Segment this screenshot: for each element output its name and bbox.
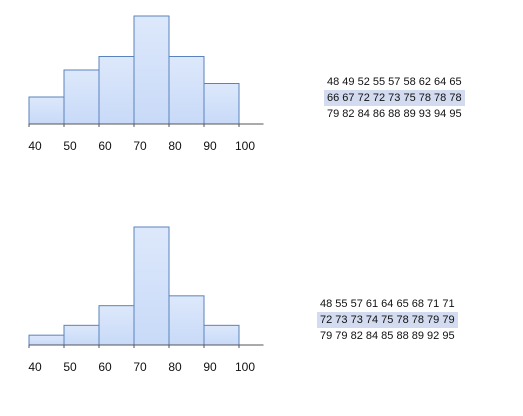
x-tick-label: 80 xyxy=(168,360,182,374)
histogram-bar xyxy=(28,334,65,346)
histogram-bar xyxy=(98,56,135,125)
x-tick-label: 50 xyxy=(63,139,77,153)
x-tick-label: 50 xyxy=(63,360,77,374)
x-tick-label: 40 xyxy=(28,360,42,374)
data-row: 48 49 52 55 57 58 62 64 65 xyxy=(327,76,462,88)
histogram-bar xyxy=(28,96,65,125)
x-tick-label: 100 xyxy=(235,139,255,153)
data-row: 48 55 57 61 64 65 68 71 71 xyxy=(320,298,455,310)
histogram-1: 40 50 60 70 80 90 100 xyxy=(28,15,264,153)
histogram-bar xyxy=(203,83,240,125)
histogram-bar xyxy=(133,226,170,346)
x-tick-label: 70 xyxy=(133,139,147,153)
data-row: 79 79 82 84 85 88 89 92 95 xyxy=(320,330,455,342)
histogram-bar xyxy=(63,324,100,346)
histogram-2: 40 50 60 70 80 90 100 xyxy=(28,226,264,374)
data-row: 66 67 72 72 73 75 78 78 78 xyxy=(324,90,465,106)
x-tick-label: 100 xyxy=(235,360,255,374)
histogram-bar xyxy=(63,69,100,125)
data-values-2: 48 55 57 61 64 65 68 71 71 72 73 73 74 7… xyxy=(317,296,458,344)
x-tick-label: 60 xyxy=(98,139,112,153)
x-tick-label: 60 xyxy=(98,360,112,374)
histogram-bar xyxy=(98,305,135,346)
histogram-bar xyxy=(133,15,170,125)
histogram-bar xyxy=(168,295,205,346)
x-tick-label: 80 xyxy=(168,139,182,153)
x-tick-label: 70 xyxy=(133,360,147,374)
histogram-bar xyxy=(168,56,205,125)
x-tick-label: 40 xyxy=(28,139,42,153)
data-row: 79 82 84 86 88 89 93 94 95 xyxy=(327,108,462,120)
data-values-1: 48 49 52 55 57 58 62 64 65 66 67 72 72 7… xyxy=(324,74,465,122)
x-tick-label: 90 xyxy=(203,139,217,153)
data-row: 72 73 73 74 75 78 78 79 79 xyxy=(317,312,458,328)
histogram-bar xyxy=(203,324,240,346)
x-tick-label: 90 xyxy=(203,360,217,374)
